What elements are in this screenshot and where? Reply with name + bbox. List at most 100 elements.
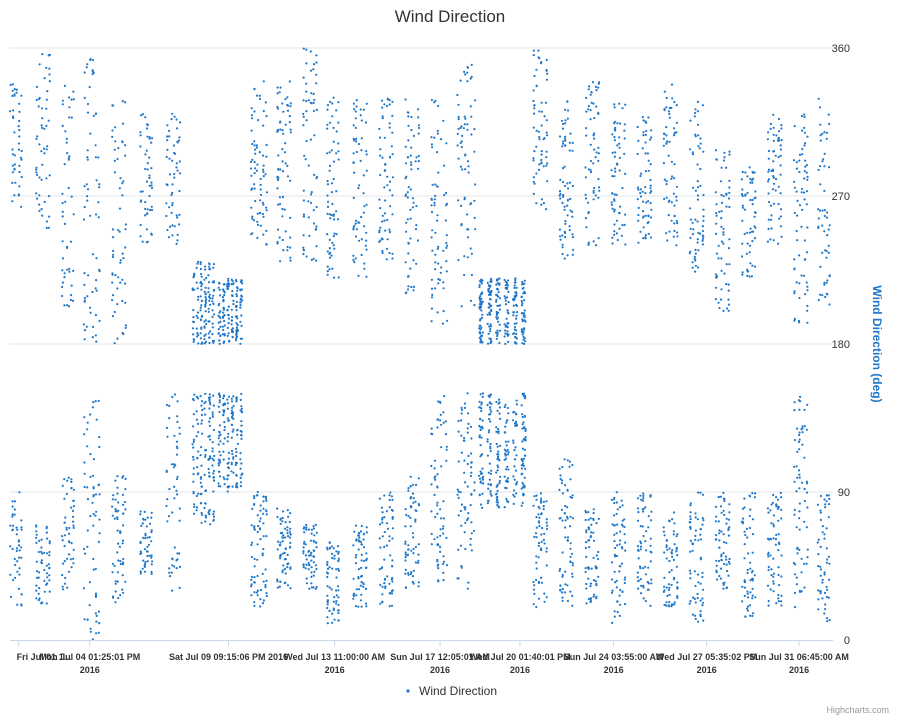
data-point <box>313 98 316 101</box>
data-point <box>83 461 86 464</box>
data-point <box>457 258 460 262</box>
legend-item-wind-direction[interactable]: Wind Direction <box>419 684 497 698</box>
data-point <box>240 324 243 327</box>
data-point <box>437 104 440 108</box>
data-point <box>70 542 73 545</box>
data-point <box>667 583 671 586</box>
data-point <box>114 590 117 593</box>
data-point <box>665 604 668 607</box>
data-point <box>504 403 507 406</box>
data-point <box>250 541 254 544</box>
data-point <box>333 232 336 235</box>
data-point <box>715 564 718 567</box>
data-point <box>61 103 64 106</box>
data-point <box>259 504 262 507</box>
data-point <box>720 210 723 213</box>
data-point <box>589 159 593 163</box>
data-point <box>568 228 571 232</box>
data-point <box>315 585 318 589</box>
data-point <box>333 218 336 221</box>
data-point <box>86 195 89 198</box>
data-point <box>699 167 702 171</box>
data-point <box>466 392 469 395</box>
data-point <box>566 459 569 462</box>
data-point <box>203 278 206 281</box>
data-point <box>663 603 666 607</box>
data-point <box>563 231 567 235</box>
legend[interactable]: Wind Direction <box>406 684 497 698</box>
data-point <box>467 454 470 458</box>
data-point <box>430 427 433 430</box>
data-point <box>618 169 621 172</box>
data-point <box>208 262 211 265</box>
data-point <box>146 212 149 215</box>
data-point <box>623 129 626 132</box>
data-point <box>48 554 51 557</box>
data-point <box>140 114 143 117</box>
data-point <box>821 578 824 582</box>
data-point <box>587 577 590 580</box>
data-point <box>559 474 562 477</box>
data-point <box>821 597 824 600</box>
data-point <box>819 574 822 577</box>
data-point <box>563 591 567 594</box>
data-point <box>464 508 467 511</box>
data-point <box>278 91 281 94</box>
data-point <box>365 587 368 590</box>
data-point <box>780 594 783 598</box>
data-point <box>545 596 548 599</box>
data-point <box>337 559 340 562</box>
data-point <box>417 108 420 111</box>
data-point <box>119 259 122 262</box>
data-point <box>566 254 569 257</box>
data-point <box>91 69 94 72</box>
data-point <box>537 513 540 516</box>
data-point <box>211 297 214 300</box>
data-point <box>817 168 820 171</box>
data-point <box>43 77 46 80</box>
data-point <box>332 160 336 163</box>
data-point <box>515 329 518 332</box>
data-point <box>725 166 728 169</box>
data-point <box>618 146 621 149</box>
data-point <box>561 167 565 170</box>
data-point <box>803 499 807 503</box>
data-point <box>207 310 210 313</box>
data-point <box>256 574 259 578</box>
data-point <box>714 538 718 541</box>
data-point <box>337 150 340 153</box>
data-point <box>728 150 731 153</box>
data-point <box>803 115 806 119</box>
data-point <box>795 190 798 193</box>
data-point <box>209 396 212 399</box>
data-point <box>478 296 481 300</box>
data-point <box>223 478 226 481</box>
credits-link[interactable]: Highcharts.com <box>826 705 889 715</box>
data-point <box>479 295 482 298</box>
data-point <box>253 565 256 568</box>
data-point <box>615 491 618 494</box>
data-point <box>226 462 229 465</box>
data-point <box>504 297 507 300</box>
data-point <box>38 96 41 100</box>
data-point <box>281 160 284 163</box>
data-point <box>515 332 518 335</box>
data-point <box>277 177 280 180</box>
data-point <box>741 585 744 588</box>
data-point <box>446 564 449 567</box>
data-point <box>167 236 170 239</box>
data-point <box>824 603 827 606</box>
data-point <box>283 551 286 555</box>
data-point <box>17 540 20 543</box>
data-point <box>719 567 723 570</box>
data-point <box>564 184 567 188</box>
data-point <box>227 467 230 470</box>
data-point <box>460 305 463 308</box>
data-point <box>197 492 200 495</box>
data-point <box>481 467 484 470</box>
data-point <box>360 215 363 219</box>
data-point <box>532 588 536 591</box>
data-point <box>563 108 567 111</box>
data-point <box>649 216 653 219</box>
data-point <box>775 178 778 181</box>
